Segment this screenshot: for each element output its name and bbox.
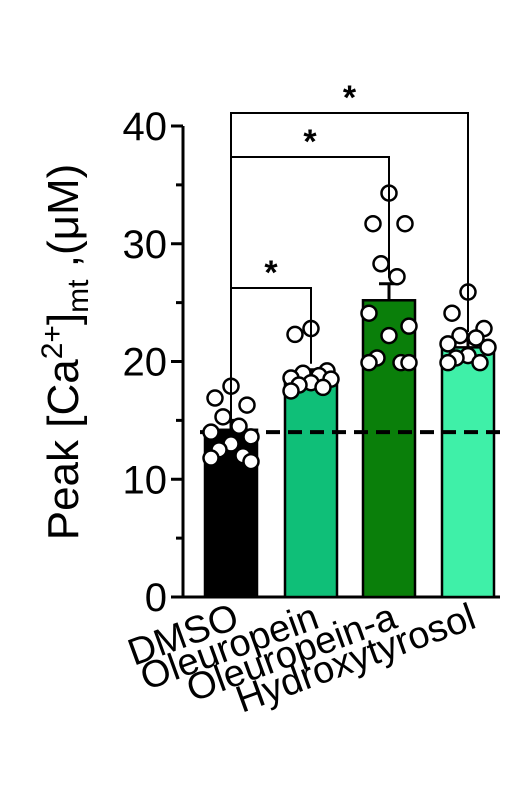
error-bar (379, 282, 399, 301)
y-label-part: ] (39, 313, 88, 325)
data-point (443, 304, 461, 322)
data-point (286, 325, 304, 344)
y-tick-label: 10 (123, 458, 168, 502)
significance-label: * (264, 254, 278, 292)
y-label-part: ,(μM) (39, 164, 88, 280)
data-point (439, 353, 457, 372)
data-point (439, 335, 457, 353)
data-point (202, 423, 220, 441)
bar (440, 346, 496, 599)
y-label-part: Peak [Ca (39, 359, 88, 541)
data-point (360, 353, 378, 372)
data-point (467, 329, 485, 347)
data-point (314, 378, 332, 397)
data-point (242, 428, 260, 446)
y-tick-label: 20 (123, 341, 168, 385)
data-point (400, 353, 418, 372)
significance-bracket (230, 112, 469, 421)
y-tick-label: 0 (145, 576, 167, 620)
significance-label: * (303, 123, 317, 161)
data-point (372, 255, 390, 273)
y-label-sup: 2+ (36, 325, 69, 359)
data-point (282, 382, 300, 400)
y-label-sub: mt (62, 279, 95, 313)
y-tick-label: 30 (123, 223, 168, 267)
data-point (396, 214, 414, 233)
data-point (388, 267, 406, 286)
data-point (471, 353, 489, 372)
data-point (479, 338, 497, 357)
data-point (202, 449, 220, 467)
bar (283, 374, 339, 599)
data-point (451, 326, 469, 345)
data-point (380, 326, 398, 345)
data-point (400, 317, 418, 335)
data-point (230, 417, 248, 436)
significance-label: * (343, 79, 357, 117)
y-tick-label: 40 (123, 105, 168, 149)
data-point (214, 408, 232, 426)
data-point (238, 396, 256, 414)
bar (361, 299, 417, 599)
data-point (360, 304, 378, 322)
y-axis-label: Peak [Ca2+]mt ,(μM) (36, 164, 95, 541)
data-point (364, 214, 382, 233)
data-point (242, 452, 260, 471)
data-point (206, 389, 224, 407)
